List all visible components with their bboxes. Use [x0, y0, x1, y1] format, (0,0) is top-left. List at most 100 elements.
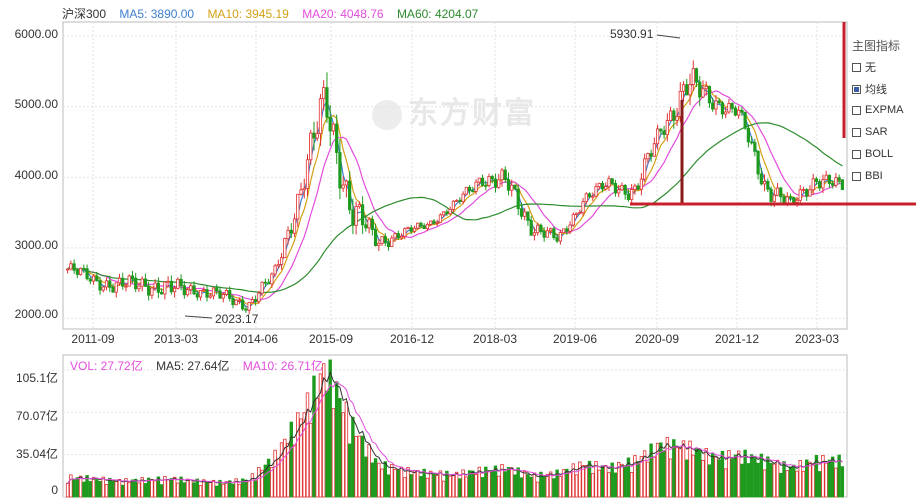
ma60-line	[67, 122, 843, 294]
volume-bar	[555, 469, 559, 498]
candle-body	[630, 189, 634, 200]
candle-body	[516, 188, 520, 210]
candle-body	[837, 177, 841, 181]
volume-bar	[124, 478, 128, 498]
volume-bar	[111, 480, 115, 498]
indicator-option-boll[interactable]: BOLL	[852, 147, 893, 161]
volume-bar	[662, 450, 666, 498]
volume-bar	[490, 469, 494, 498]
candle-body	[231, 298, 235, 306]
volume-bar	[179, 476, 183, 498]
watermark: 东方财富	[372, 88, 536, 132]
candle-body	[811, 178, 815, 191]
volume-bar	[834, 467, 838, 498]
volume-bar	[723, 468, 728, 498]
candle-body	[474, 181, 478, 192]
candle-body	[179, 278, 183, 287]
checkbox-checked-icon[interactable]	[852, 84, 861, 94]
volume-legend: VOL: 27.72亿 MA5: 27.64亿 MA10: 26.71亿	[70, 357, 333, 374]
indicator-option-ma[interactable]: 均线	[852, 82, 887, 96]
candle-body	[756, 150, 760, 175]
volume-bar	[727, 450, 731, 498]
x-tick-label: 2016-12	[389, 332, 435, 346]
candle-body	[370, 218, 374, 230]
volume-bar	[801, 470, 806, 498]
checkbox-icon[interactable]	[852, 149, 861, 159]
volume-bar	[403, 477, 407, 498]
candle-body	[740, 109, 744, 113]
indicator-option-expma[interactable]: EXPMA	[852, 103, 904, 117]
volume-bar	[169, 478, 174, 498]
volume-bar	[837, 454, 841, 498]
volume-bar	[344, 401, 349, 498]
price-tick-5000: 5000.00	[14, 97, 58, 111]
volume-bar	[746, 463, 751, 498]
candle-body	[419, 222, 423, 227]
candle-body	[513, 184, 517, 190]
candle-body	[189, 285, 193, 291]
volume-bar	[416, 470, 420, 498]
volume-bar	[649, 443, 653, 498]
candle-body	[565, 228, 569, 232]
volume-bar	[202, 479, 206, 498]
volume-bar	[91, 476, 96, 498]
candle-body	[617, 189, 621, 194]
candle-body	[493, 178, 498, 188]
candle-body	[198, 289, 203, 298]
volume-bar	[432, 473, 436, 498]
indicator-option-bbi[interactable]: BBI	[852, 169, 883, 183]
candle-body	[827, 174, 832, 184]
volume-bar	[166, 479, 170, 498]
indicator-option-none[interactable]: 无	[852, 60, 876, 74]
volume-bar	[698, 448, 702, 498]
ma10-legend: MA10: 3945.19	[207, 7, 289, 21]
candle-body	[82, 267, 86, 270]
candle-body	[108, 280, 112, 288]
candle-body	[510, 184, 514, 191]
candle-body	[779, 187, 783, 198]
checkbox-icon[interactable]	[852, 127, 861, 137]
volume-bar	[620, 463, 624, 498]
volume-bar	[830, 456, 835, 498]
ma5-legend: MA5: 3890.00	[119, 7, 195, 21]
candle-body	[95, 275, 99, 282]
volume-bar	[711, 453, 715, 498]
volume-bar	[522, 470, 527, 498]
candle-body	[549, 228, 553, 232]
volume-bar	[610, 462, 614, 498]
checkbox-icon[interactable]	[852, 62, 861, 72]
candle-body	[594, 186, 598, 197]
candle-body	[798, 189, 802, 201]
candle-body	[775, 187, 780, 196]
indicator-option-sar[interactable]: SAR	[852, 125, 888, 139]
volume-bar	[548, 471, 553, 498]
volume-bar	[545, 473, 550, 498]
volume-bar	[143, 483, 148, 498]
volume-bar	[749, 454, 754, 498]
volume-bar	[286, 443, 290, 498]
volume-bar	[597, 469, 601, 498]
x-tick-label: 2023-03	[794, 332, 840, 346]
volume-bar	[571, 463, 576, 498]
candle-body	[192, 285, 196, 295]
candle-body	[633, 185, 637, 190]
volume-bar	[283, 438, 287, 498]
candle-body	[558, 232, 562, 242]
volume-bar	[587, 460, 592, 498]
checkbox-icon[interactable]	[852, 171, 861, 181]
candle-body	[312, 132, 316, 139]
candle-body	[72, 263, 76, 271]
volume-bar	[471, 470, 475, 498]
checkbox-icon[interactable]	[852, 105, 861, 115]
volume-bar	[172, 476, 177, 498]
volume-bar	[198, 485, 203, 498]
volume-bar	[808, 461, 812, 498]
volume-bar	[675, 447, 679, 498]
volume-bar	[182, 482, 187, 498]
watermark-logo-icon	[372, 100, 402, 131]
candle-body	[574, 212, 579, 215]
volume-bar	[623, 465, 627, 498]
volume-bar	[487, 470, 491, 498]
volume-bar	[412, 470, 417, 498]
